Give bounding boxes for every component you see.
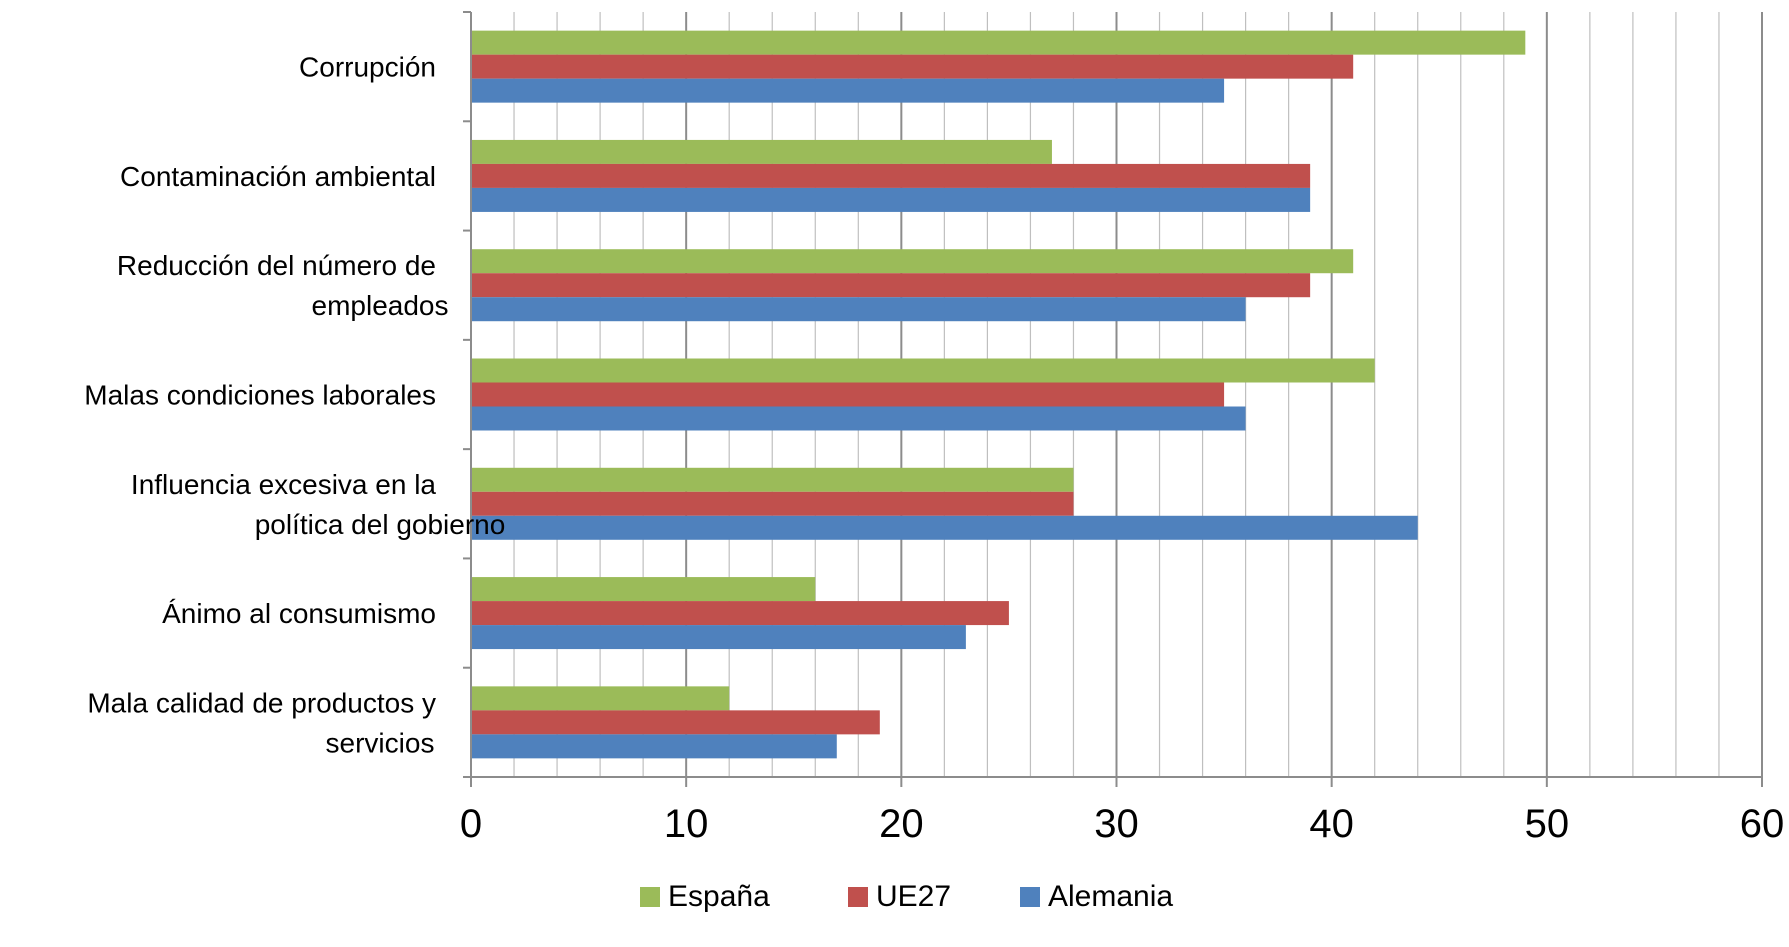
legend-label: Alemania [1048,880,1173,913]
bar-alemania-5 [471,625,966,650]
category-label-line: Reducción del número de [117,250,436,281]
bar-alemania-6 [471,734,837,759]
category-label-line: Influencia excesiva en la [131,469,437,500]
category-label-line: Malas condiciones laborales [84,380,436,411]
legend-swatch-españa [640,887,660,907]
x-tick-label: 60 [1740,802,1785,846]
bars [471,30,1526,759]
x-tick-label: 50 [1525,802,1570,846]
category-label-line: política del gobierno [255,509,506,540]
x-tick-label: 20 [879,802,924,846]
legend-label: España [668,880,770,913]
category-label: Ánimo al consumismo [162,598,436,629]
category-label-line: servicios [326,727,435,758]
category-label-line: Ánimo al consumismo [162,598,436,629]
bar-españa-1 [471,139,1052,164]
category-label-line: Corrupción [299,52,436,83]
bar-españa-6 [471,686,730,711]
x-tick-label: 10 [664,802,709,846]
bar-españa-3 [471,358,1375,383]
bar-ue27-2 [471,273,1311,298]
bar-españa-2 [471,249,1354,274]
category-label-line: Mala calidad de productos y [87,687,436,718]
category-label: Mala calidad de productos y servicios [87,687,436,758]
bar-alemania-2 [471,297,1246,322]
legend-label: UE27 [876,880,951,913]
legend-swatch-alemania [1020,887,1040,907]
bar-ue27-4 [471,491,1074,516]
category-label: Reducción del número de empleados [117,250,449,321]
bar-alemania-0 [471,78,1225,103]
category-label-line: empleados [312,290,449,321]
bar-ue27-1 [471,163,1311,188]
bar-alemania-4 [471,515,1418,540]
bar-ue27-3 [471,382,1225,407]
bar-ue27-0 [471,54,1354,79]
x-tick-label: 0 [460,802,482,846]
bar-españa-0 [471,30,1526,55]
bar-ue27-6 [471,710,880,735]
category-labels: Corrupción Contaminación ambiental Reducci… [84,52,505,759]
category-label: Malas condiciones laborales [84,380,436,411]
bar-alemania-1 [471,187,1311,212]
bar-españa-4 [471,467,1074,492]
axes: 0 10 20 30 40 50 60 [460,11,1785,846]
bar-alemania-3 [471,406,1246,431]
legend-swatch-ue27 [848,887,868,907]
x-tick-label: 40 [1309,802,1354,846]
category-label: Influencia excesiva en la política del go… [131,469,505,540]
category-label: Contaminación ambiental [120,161,436,192]
bar-españa-5 [471,577,816,602]
x-tick-label: 30 [1094,802,1139,846]
category-label: Corrupción [299,52,436,83]
legend: España UE27 Alemania [640,880,1173,913]
category-label-line: Contaminación ambiental [120,161,436,192]
bar-ue27-5 [471,601,1009,626]
